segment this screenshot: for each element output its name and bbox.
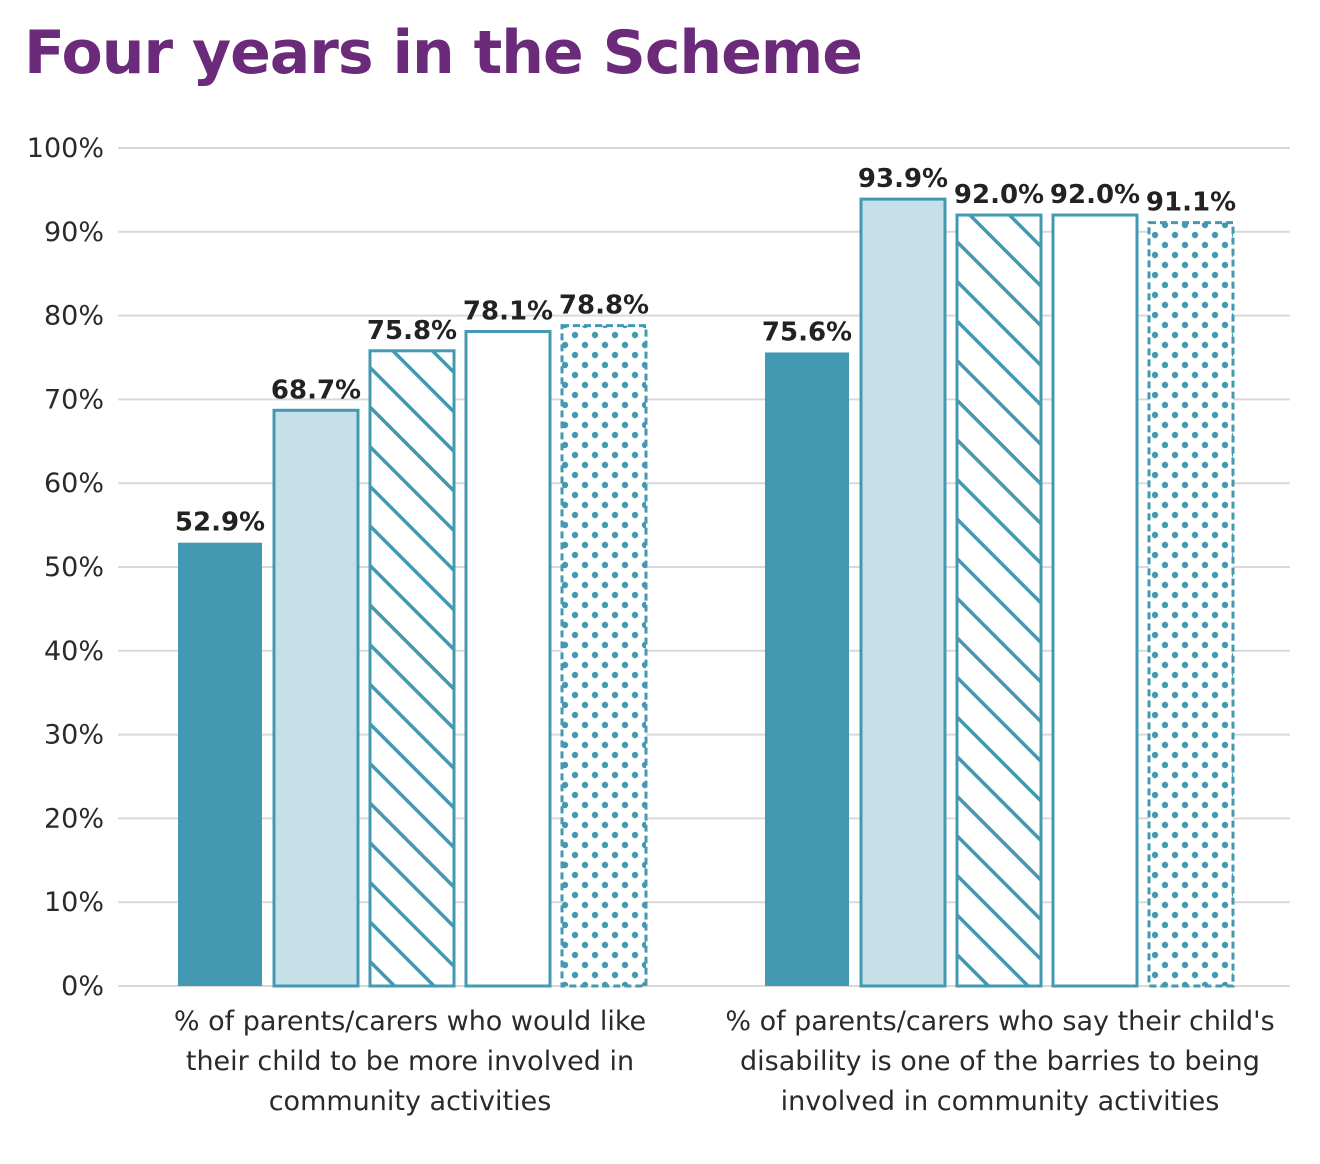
data-label: 78.8% (559, 291, 649, 321)
y-tick-label: 50% (44, 552, 104, 583)
data-labels: 52.9% 75.6% 68.7% 93.9% 75.8% 92.0% 78.1% 92.0%… (175, 164, 1236, 538)
data-label: 68.7% (271, 375, 361, 405)
data-label: 91.1% (1146, 188, 1236, 218)
y-tick-label: 20% (44, 803, 104, 834)
bar-5-group-2 (1147, 221, 1235, 988)
y-tick-label: 70% (44, 384, 104, 415)
bar-5-group-1 (560, 324, 648, 988)
data-label: 92.0% (1050, 180, 1140, 210)
chart-title: Four years in the Scheme (24, 18, 863, 88)
x-axis: % of parents/carers who would like their … (174, 1006, 1275, 1117)
x-category-label: % of parents/carers who would like their … (174, 1006, 646, 1117)
bar-3-group-2 (955, 213, 1043, 988)
y-tick-label: 80% (44, 301, 104, 332)
data-label: 75.8% (367, 316, 457, 346)
bar-4-group-2 (1051, 213, 1139, 988)
bar-1-group-1 (178, 542, 262, 986)
y-axis: 0% 10% 20% 30% 40% 50% 60% 70% 80% 90% 100% (27, 133, 104, 1002)
y-tick-label: 40% (44, 636, 104, 667)
y-tick-label: 90% (44, 217, 104, 248)
y-tick-label: 100% (27, 133, 104, 164)
data-label: 92.0% (954, 180, 1044, 210)
data-label: 78.1% (463, 297, 553, 327)
bar-3-group-1 (368, 349, 456, 988)
y-tick-label: 30% (44, 720, 104, 751)
bar-4-group-1 (464, 330, 552, 988)
bar-2-group-1 (272, 408, 360, 988)
bar-2-group-2 (859, 197, 947, 988)
y-tick-label: 60% (44, 468, 104, 499)
bars (178, 197, 1235, 988)
y-tick-label: 0% (61, 971, 104, 1002)
x-category-label: % of parents/carers who say their child'… (725, 1006, 1274, 1117)
data-label: 75.6% (762, 317, 852, 347)
y-tick-label: 10% (44, 887, 104, 918)
bar-1-group-2 (765, 352, 849, 986)
data-label: 52.9% (175, 508, 265, 538)
data-label: 93.9% (858, 164, 948, 194)
